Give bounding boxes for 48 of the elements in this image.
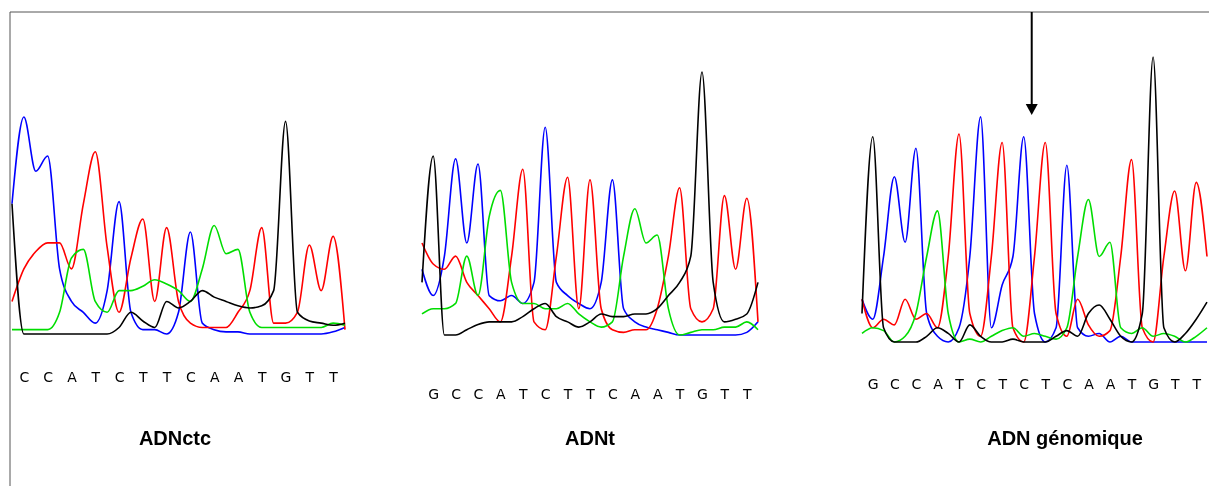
x-tick-label: A: [933, 375, 944, 392]
x-tick-label: T: [674, 385, 685, 402]
x-tick-label: T: [585, 385, 596, 402]
x-tick-label: C: [114, 368, 125, 385]
x-tick-label: T: [1191, 375, 1202, 392]
x-tick-label: G: [280, 368, 292, 385]
x-tick-label: G: [428, 385, 440, 402]
x-tick-label: G: [1148, 375, 1160, 392]
x-tick-label: C: [608, 385, 619, 402]
x-tick-label: T: [954, 375, 965, 392]
x-tick-label: T: [562, 385, 573, 402]
x-tick-label: A: [630, 385, 641, 402]
x-tick-label: T: [742, 385, 753, 402]
x-tick-label: C: [43, 368, 54, 385]
x-tick-label: G: [867, 375, 879, 392]
text: ADNt: [565, 427, 616, 449]
x-tick-label: T: [997, 375, 1008, 392]
x-tick-label: C: [1019, 375, 1030, 392]
x-tick-label: C: [1062, 375, 1073, 392]
text: ADNctc: [138, 427, 212, 449]
text: ADN génomique: [987, 427, 1143, 449]
x-tick-label: T: [518, 385, 529, 402]
x-tick-label: A: [209, 368, 220, 385]
x-tick-label: T: [90, 368, 101, 385]
x-tick-label: T: [328, 368, 339, 385]
x-tick-label: C: [976, 375, 987, 392]
x-tick-label: T: [1169, 375, 1180, 392]
x-tick-label: T: [719, 385, 730, 402]
x-tick-label: T: [256, 368, 267, 385]
x-tick-label: A: [496, 385, 507, 402]
x-tick-label: C: [540, 385, 551, 402]
x-tick-label: C: [451, 385, 462, 402]
x-tick-label: T: [1040, 375, 1051, 392]
x-tick-label: A: [1105, 375, 1116, 392]
x-tick-label: C: [473, 385, 484, 402]
x-tick-label: C: [19, 368, 30, 385]
x-tick-label: G: [697, 385, 708, 402]
x-tick-label: C: [911, 375, 922, 392]
x-tick-label: T: [138, 368, 149, 385]
x-tick-label: T: [161, 368, 172, 385]
x-tick-label: A: [652, 385, 663, 402]
x-tick-label: A: [67, 368, 78, 385]
x-tick-label: C: [186, 368, 196, 385]
x-tick-label: A: [233, 368, 244, 385]
x-tick-label: C: [889, 375, 900, 392]
x-tick-label: T: [1126, 375, 1137, 392]
x-tick-label: T: [304, 368, 315, 385]
x-tick-label: A: [1084, 375, 1095, 392]
